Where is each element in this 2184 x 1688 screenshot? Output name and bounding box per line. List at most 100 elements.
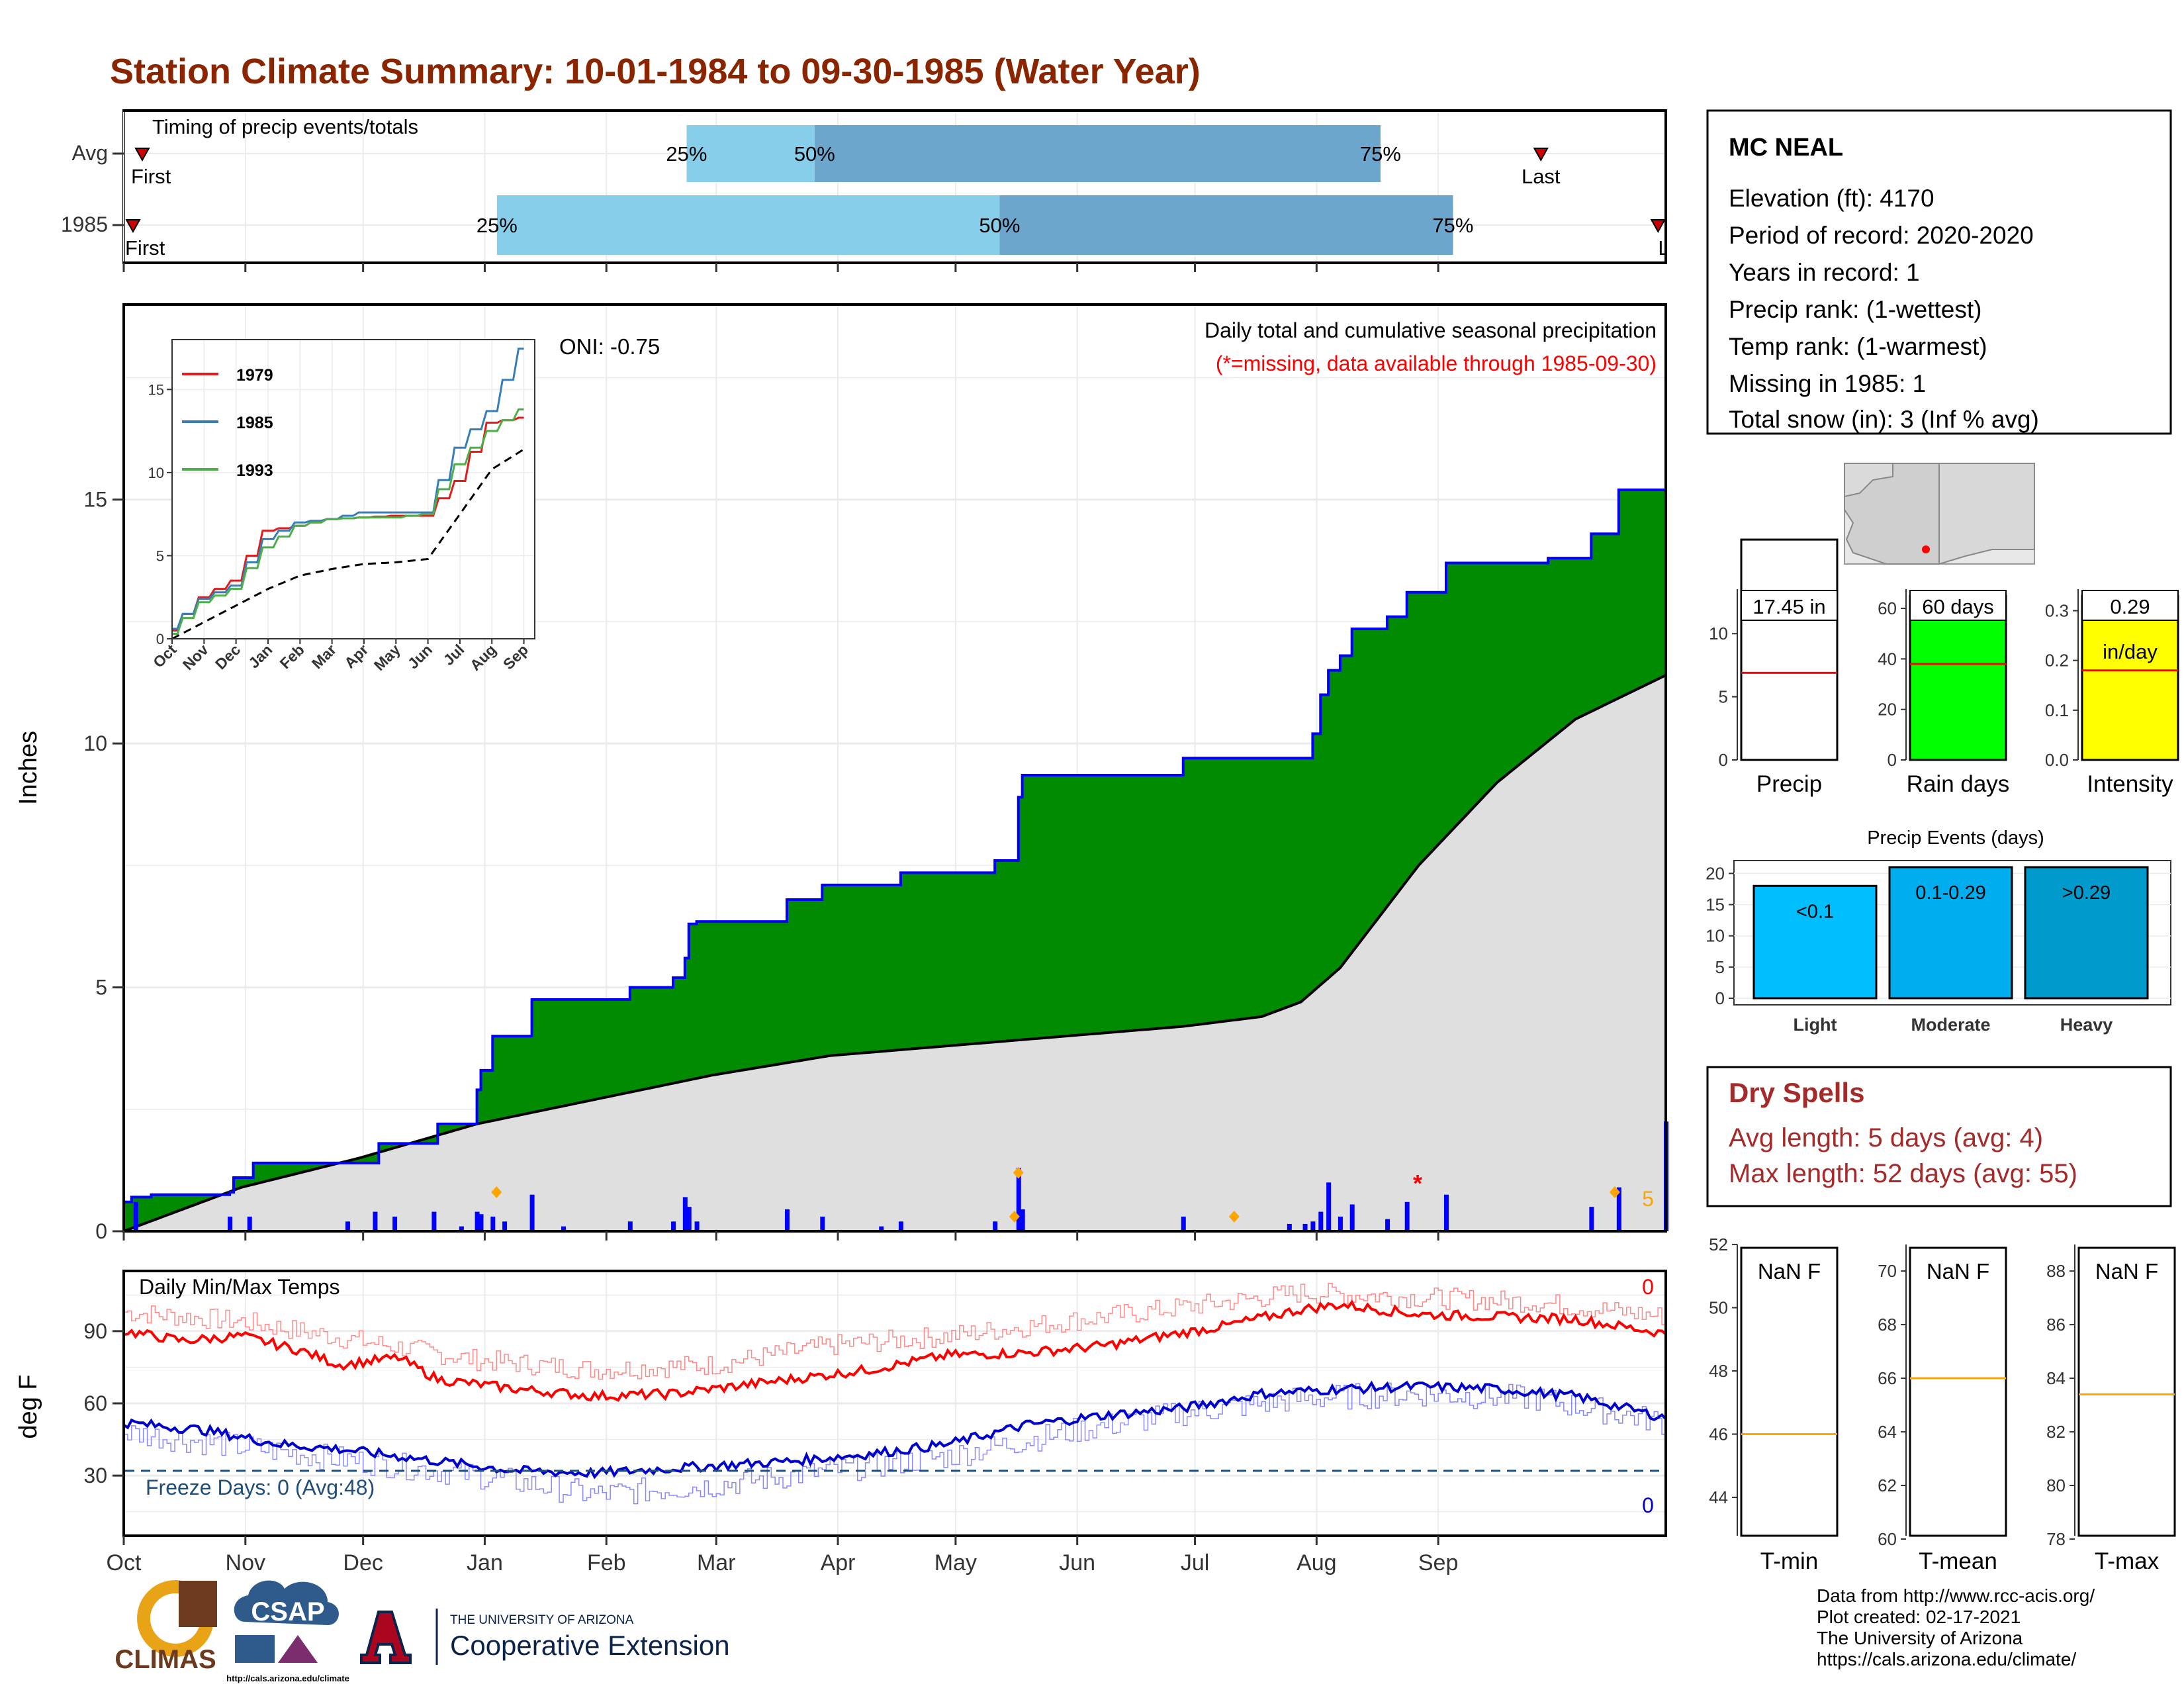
- missing-marker: *: [1413, 1170, 1422, 1197]
- daily-precip-bar: [1349, 1204, 1355, 1231]
- first-label-1985: First: [125, 236, 165, 259]
- page-title: Station Climate Summary: 10-01-1984 to 0…: [110, 52, 1201, 91]
- legend-label-1979: 1979: [236, 366, 273, 385]
- month-label-jun: Jun: [1059, 1550, 1095, 1575]
- daily-precip-bar: [345, 1221, 350, 1231]
- daily-precip-bar: [478, 1214, 484, 1231]
- events-bar-label: Light: [1794, 1015, 1837, 1035]
- climas-wordmark: CLIMAS: [114, 1645, 216, 1674]
- events-ytick: 20: [1706, 863, 1725, 883]
- daily-precip-bar: [392, 1216, 398, 1231]
- temp-box-value: NaN F: [1927, 1259, 1989, 1284]
- temp-box-label: T-mean: [1919, 1548, 1997, 1574]
- temp-box-ytick: 46: [1709, 1425, 1728, 1444]
- summary-bar-ytick: 40: [1878, 649, 1897, 669]
- oni-value: ONI: -0.75: [559, 334, 660, 359]
- precip-ytick: 10: [83, 731, 107, 755]
- temp-box-label: T-max: [2095, 1548, 2160, 1574]
- daily-precip-bar: [1338, 1216, 1343, 1231]
- location-map: [1844, 463, 2035, 565]
- timing-row-1985-label: 1985: [61, 212, 108, 236]
- credit-line-4: https://cals.arizona.edu/climate/: [1817, 1649, 2076, 1669]
- temperature-summary-boxes: 44 46 48 50 52 NaN F T-min 60 62 64 66 68 70 NaN F T-m…: [1709, 1235, 2176, 1574]
- temp-line-tmax-avg: [124, 1283, 1666, 1380]
- daily-precip-bar: [1404, 1201, 1410, 1231]
- temp-ytick: 90: [83, 1319, 107, 1343]
- temp-line-tmin-1985: [122, 1380, 1667, 1479]
- average-cumulative-line: [123, 674, 1666, 1233]
- daily-precip-bar: [879, 1226, 884, 1231]
- summary-bar-fill: [2081, 594, 2179, 761]
- inset-ytick: 15: [148, 381, 164, 398]
- daily-precip-bar: [686, 1207, 692, 1231]
- csap-logo: CSAP http://cals.arizona.edu/climate: [226, 1580, 349, 1683]
- month-label-oct: Oct: [107, 1550, 142, 1575]
- events-bar-moderate: [1888, 866, 2013, 1000]
- events-ytick: 15: [1706, 895, 1725, 915]
- events-ytick: 5: [1715, 957, 1725, 977]
- timing-pct50-Avg: 50%: [794, 142, 835, 165]
- last-marker-Avg: [1533, 148, 1549, 162]
- temp-box-frame: [1740, 1246, 1839, 1537]
- daily-precip-bar: [682, 1197, 688, 1231]
- dry-spells-title: Dry Spells: [1729, 1077, 1864, 1108]
- temp-top-count: 0: [1642, 1275, 1654, 1299]
- snow-marker: [1009, 1210, 1020, 1223]
- first-marker-Avg: [134, 148, 150, 162]
- station-missing: Missing in 1985: 1: [1729, 370, 1926, 397]
- summary-bar-value: 60 days: [1922, 595, 1994, 618]
- precip-header: Daily total and cumulative seasonal prec…: [1205, 318, 1657, 342]
- dry-spells-max: Max length: 52 days (avg: 55): [1729, 1159, 2077, 1188]
- summary-bar-fill: [1740, 538, 1839, 761]
- daily-precip-bar: [502, 1221, 508, 1231]
- daily-precip-bar: [475, 1211, 480, 1231]
- temp-box-ytick: 68: [1878, 1315, 1897, 1335]
- events-title: Precip Events (days): [1867, 827, 2044, 849]
- daily-precip-bar: [1020, 1209, 1025, 1231]
- right-count: 5: [1642, 1187, 1654, 1211]
- daily-precip-bar: [1326, 1182, 1332, 1231]
- summary-bar-unit: in/day: [2103, 640, 2158, 663]
- precip-ytick: 0: [95, 1219, 107, 1243]
- temp-box-ytick: 80: [2046, 1476, 2066, 1495]
- legend-label-1993: 1993: [236, 461, 273, 480]
- inset-ytick: 0: [156, 631, 164, 647]
- daily-precip-bar: [1016, 1168, 1021, 1231]
- temp-box-frame: [2077, 1246, 2176, 1537]
- inset-line-1993: [172, 408, 524, 635]
- csap-url: http://cals.arizona.edu/climate: [226, 1673, 349, 1683]
- precip-ytick: 15: [83, 488, 107, 512]
- summary-bar-label: Intensity: [2087, 771, 2173, 797]
- timing-pct75-1985: 75%: [1432, 214, 1473, 237]
- inset-ytick: 10: [148, 465, 164, 481]
- climas-logo: CLIMAS: [114, 1580, 217, 1674]
- daily-precip-bar: [133, 1201, 138, 1231]
- month-label-feb: Feb: [587, 1550, 626, 1575]
- temp-box-ytick: 78: [2046, 1529, 2066, 1549]
- summary-bar-ytick: 0: [1719, 750, 1728, 770]
- temp-box-ytick: 82: [2046, 1422, 2066, 1442]
- timing-pct25-Avg: 25%: [666, 142, 707, 165]
- summary-bar-fill: [1909, 594, 2007, 761]
- freeze-days: Freeze Days: 0 (Avg:48): [146, 1476, 375, 1499]
- temp-box-ytick: 60: [1878, 1529, 1897, 1549]
- daily-precip-bar: [1443, 1194, 1449, 1231]
- month-label-dec: Dec: [343, 1550, 383, 1575]
- daily-precip-bar: [898, 1221, 903, 1231]
- daily-precip-bar: [1310, 1221, 1316, 1231]
- events-bar-label: Heavy: [2060, 1015, 2113, 1035]
- month-label-apr: Apr: [821, 1550, 856, 1575]
- daily-precip-bar: [671, 1221, 676, 1231]
- station-years: Years in record: 1: [1729, 259, 1920, 286]
- summary-bar-label: Rain days: [1907, 771, 2010, 797]
- daily-precip-bar: [627, 1221, 633, 1231]
- events-bar-light: [1752, 884, 1878, 1000]
- temp-box-ytick: 62: [1878, 1476, 1897, 1495]
- snow-marker: [1013, 1166, 1024, 1179]
- ua-bottom-text: Cooperative Extension: [450, 1630, 730, 1661]
- daily-precip-bar: [373, 1211, 378, 1231]
- temp-box-ytick: 44: [1709, 1487, 1728, 1507]
- ua-top-text: THE UNIVERSITY OF ARIZONA: [450, 1613, 634, 1627]
